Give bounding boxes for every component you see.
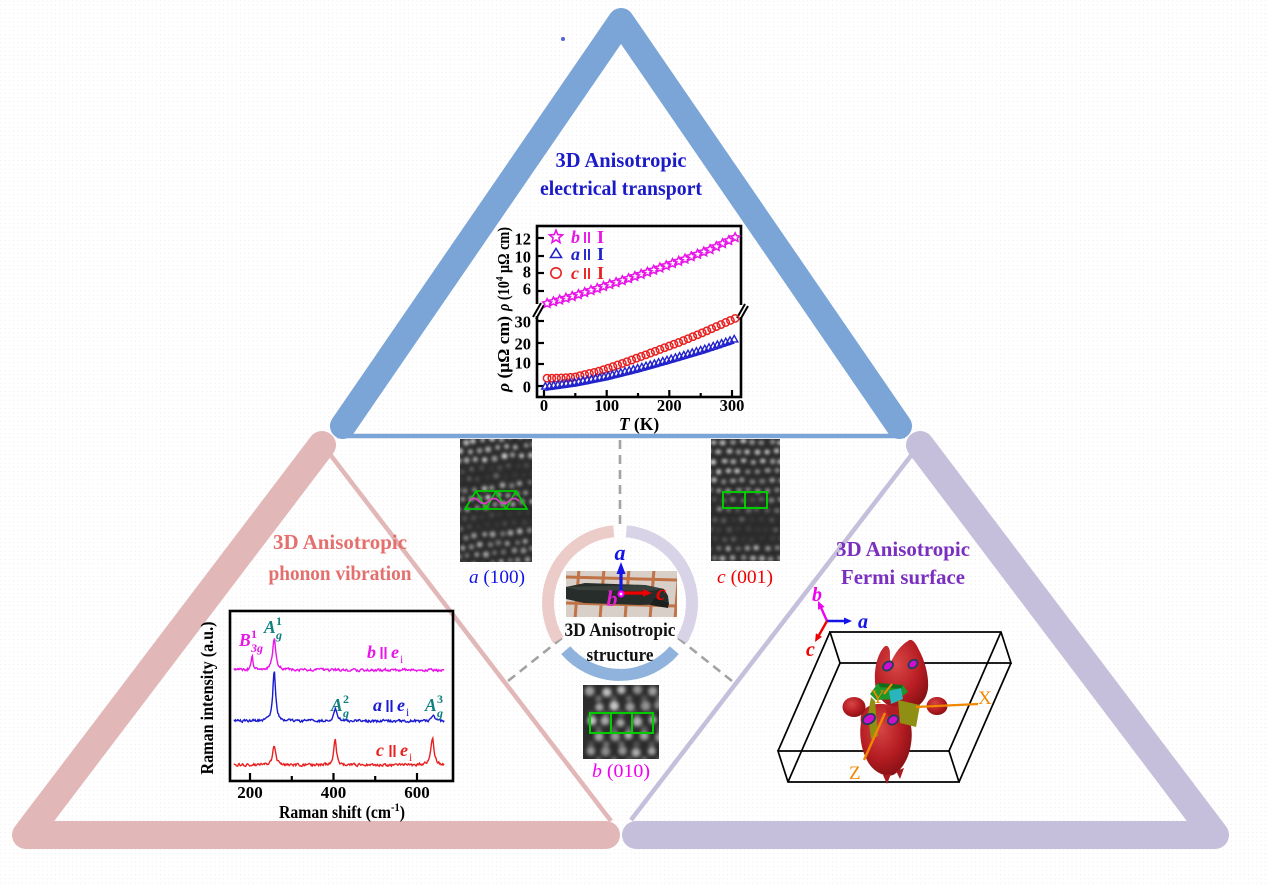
svg-text:I: I: [597, 263, 604, 283]
svg-text:2: 2: [343, 692, 349, 706]
svg-text:200: 200: [237, 783, 263, 802]
svg-text:a (100): a (100): [469, 567, 525, 588]
svg-text:A: A: [263, 617, 276, 637]
svg-text:10: 10: [515, 248, 532, 267]
svg-text:b: b: [367, 642, 376, 662]
svg-text:a: a: [858, 611, 868, 633]
svg-text:600: 600: [404, 783, 430, 802]
svg-text:20: 20: [515, 335, 532, 354]
svg-text:b: b: [812, 584, 822, 606]
svg-text:10: 10: [515, 354, 532, 373]
svg-text:3D Anisotropic: 3D Anisotropic: [273, 530, 407, 554]
svg-text:e: e: [397, 695, 405, 715]
svg-text:3D Anisotropic: 3D Anisotropic: [565, 620, 676, 641]
svg-text:I: I: [597, 244, 604, 264]
svg-text:a: a: [571, 244, 580, 264]
svg-text:I: I: [597, 227, 604, 247]
svg-text:X: X: [978, 688, 992, 709]
svg-text:c: c: [571, 263, 579, 283]
svg-text:1: 1: [276, 614, 282, 628]
svg-text:6: 6: [523, 280, 531, 299]
svg-text:Raman shift (cm-1): Raman shift (cm-1): [279, 800, 405, 823]
svg-text:c (001): c (001): [717, 567, 773, 588]
svg-text:3D Anisotropic: 3D Anisotropic: [836, 537, 970, 561]
svg-text:100: 100: [594, 396, 619, 415]
svg-text:Raman intensity (a.u.): Raman intensity (a.u.): [197, 622, 218, 775]
svg-text:ρ (104 μΩ cm): ρ (104 μΩ cm): [494, 227, 513, 312]
svg-text:phonon vibration: phonon vibration: [269, 561, 412, 585]
svg-text:i: i: [406, 707, 409, 719]
svg-text:i: i: [400, 654, 403, 666]
svg-text:30: 30: [515, 313, 532, 332]
svg-text:e: e: [391, 642, 399, 662]
svg-text:i: i: [409, 752, 412, 764]
svg-text:Z: Z: [849, 763, 861, 784]
svg-text:3: 3: [437, 692, 443, 706]
svg-text:12: 12: [515, 230, 532, 249]
svg-text:300: 300: [720, 396, 745, 415]
svg-text:0: 0: [540, 396, 548, 415]
svg-text:c: c: [656, 580, 666, 605]
svg-text:e: e: [400, 740, 408, 760]
svg-text:400: 400: [321, 783, 347, 802]
svg-text:structure: structure: [587, 645, 654, 666]
svg-text:ρ (μΩ cm): ρ (μΩ cm): [494, 316, 513, 393]
svg-text:c: c: [376, 740, 384, 760]
svg-text:b (010): b (010): [592, 761, 650, 782]
svg-text:g: g: [436, 706, 443, 720]
svg-text:3g: 3g: [250, 641, 263, 655]
svg-text:8: 8: [523, 263, 531, 282]
svg-text:Fermi surface: Fermi surface: [841, 565, 965, 589]
svg-text:g: g: [275, 628, 282, 642]
svg-text:a: a: [373, 695, 382, 715]
svg-text:Y: Y: [871, 687, 885, 708]
svg-text:A: A: [330, 695, 343, 715]
svg-text:a: a: [615, 540, 626, 565]
svg-text:1: 1: [251, 627, 257, 641]
svg-text:0: 0: [523, 378, 531, 397]
svg-text:electrical transport: electrical transport: [540, 176, 702, 200]
svg-text:b: b: [607, 586, 618, 611]
svg-text:3D Anisotropic: 3D Anisotropic: [556, 148, 687, 172]
svg-text:b: b: [571, 227, 580, 247]
svg-text:T (K): T (K): [619, 414, 660, 434]
svg-text:B: B: [238, 630, 251, 650]
svg-text:c: c: [806, 639, 815, 661]
svg-text:200: 200: [657, 396, 682, 415]
svg-text:g: g: [342, 706, 349, 720]
svg-text:A: A: [424, 695, 437, 715]
